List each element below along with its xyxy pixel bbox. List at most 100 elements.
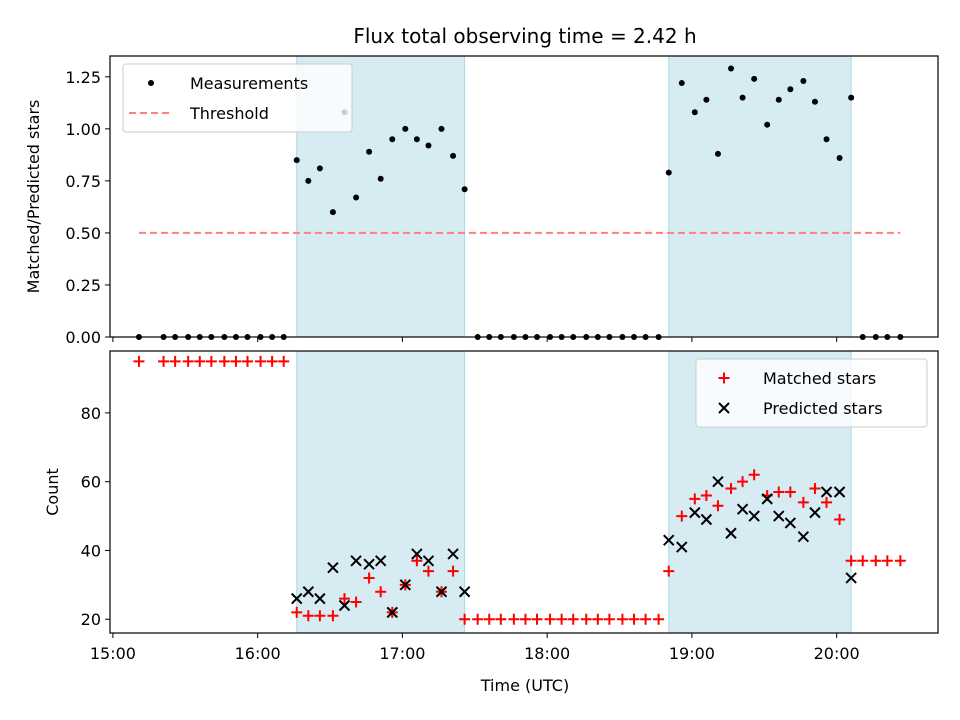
data-point [689, 493, 701, 505]
data-point [255, 355, 267, 367]
data-point [242, 355, 254, 367]
data-point [556, 613, 568, 625]
legend-marker [148, 80, 154, 86]
data-point [775, 96, 782, 103]
y-tick-label: 20 [81, 610, 101, 629]
data-point [402, 125, 409, 132]
data-point [447, 565, 459, 577]
legend-label: Measurements [190, 74, 308, 93]
data-point [450, 152, 457, 159]
data-point [399, 579, 412, 591]
y-tick-label: 80 [81, 404, 101, 423]
data-point [676, 541, 688, 553]
y-tick-label: 60 [81, 473, 101, 492]
data-point [389, 136, 396, 143]
data-point [809, 483, 821, 495]
x-tick-label: 16:00 [235, 644, 281, 663]
data-point [458, 586, 471, 598]
data-point [728, 65, 734, 72]
legend-label: Threshold [189, 104, 269, 123]
data-point [366, 148, 373, 155]
legend-marker [718, 372, 730, 384]
data-point [653, 613, 665, 625]
data-point [737, 476, 749, 488]
y-tick-label: 0.00 [65, 328, 101, 347]
data-point [327, 561, 339, 574]
data-point [438, 125, 445, 132]
shaded-interval [296, 350, 466, 634]
data-point [363, 558, 375, 570]
y-tick-label: 0.50 [65, 224, 101, 243]
data-point [461, 186, 468, 193]
x-tick-label: 18:00 [524, 644, 570, 663]
data-point [739, 94, 746, 101]
legend-box [695, 358, 928, 428]
data-point [748, 510, 760, 522]
data-point [703, 96, 710, 103]
data-point [845, 555, 857, 567]
data-point [663, 565, 675, 577]
data-point [508, 613, 520, 625]
data-point [603, 613, 615, 625]
top-panel: 0.00 0.25 0.50 0.75 1.00 1.25 Matched/Predicte… [24, 55, 939, 347]
data-point [386, 606, 398, 619]
data-point [422, 565, 434, 577]
x-tick-label: 20:00 [814, 644, 860, 663]
data-point [736, 503, 749, 515]
data-point [640, 613, 652, 625]
data-point [700, 513, 713, 526]
y-tick-label: 40 [81, 541, 101, 560]
data-point [592, 613, 604, 625]
data-point [483, 613, 495, 625]
data-point [350, 596, 362, 608]
y-tick-label: 0.75 [65, 172, 101, 191]
data-point [350, 555, 362, 567]
data-point [531, 613, 543, 625]
data-point [374, 555, 387, 567]
data-point [316, 165, 323, 172]
data-point [338, 599, 351, 612]
x-tick-label: 19:00 [669, 644, 715, 663]
bottom-panel: 20 40 60 80 15:00 16:00 17:00 18:00 19:00 20:00 Co… [43, 350, 939, 663]
data-point [764, 121, 771, 128]
data-point [628, 613, 640, 625]
y-tick-label: 1.00 [65, 120, 101, 139]
data-point [857, 555, 869, 567]
x-axis-label: Time (UTC) [480, 676, 569, 695]
data-point [834, 514, 846, 526]
data-point [761, 493, 773, 505]
axes-frame [109, 350, 939, 634]
data-point [194, 355, 206, 367]
data-point [302, 610, 314, 622]
data-point [821, 496, 833, 508]
data-point [751, 75, 758, 82]
data-point [266, 355, 278, 367]
data-point [329, 209, 336, 216]
data-point [413, 136, 420, 143]
data-point [836, 154, 843, 161]
data-point [314, 610, 326, 622]
data-point [665, 169, 672, 176]
data-point [472, 613, 484, 625]
data-point [700, 489, 712, 501]
legend-label: Matched stars [763, 369, 876, 388]
x-tick-label: 15:00 [90, 644, 136, 663]
data-point [133, 355, 145, 367]
data-point [314, 592, 326, 605]
legend-box [122, 63, 353, 133]
y-axis-label: Count [43, 468, 62, 516]
data-point [230, 355, 242, 367]
data-point [784, 486, 796, 498]
data-point [714, 150, 721, 157]
data-point [676, 510, 688, 522]
data-point [291, 606, 303, 618]
legend-label: Predicted stars [763, 399, 883, 418]
data-point [845, 572, 857, 584]
data-point [305, 177, 312, 184]
data-point [339, 593, 351, 605]
data-point [848, 94, 855, 101]
data-point [363, 572, 375, 584]
data-point [544, 613, 556, 625]
data-point [833, 486, 846, 498]
data-point [169, 355, 181, 367]
